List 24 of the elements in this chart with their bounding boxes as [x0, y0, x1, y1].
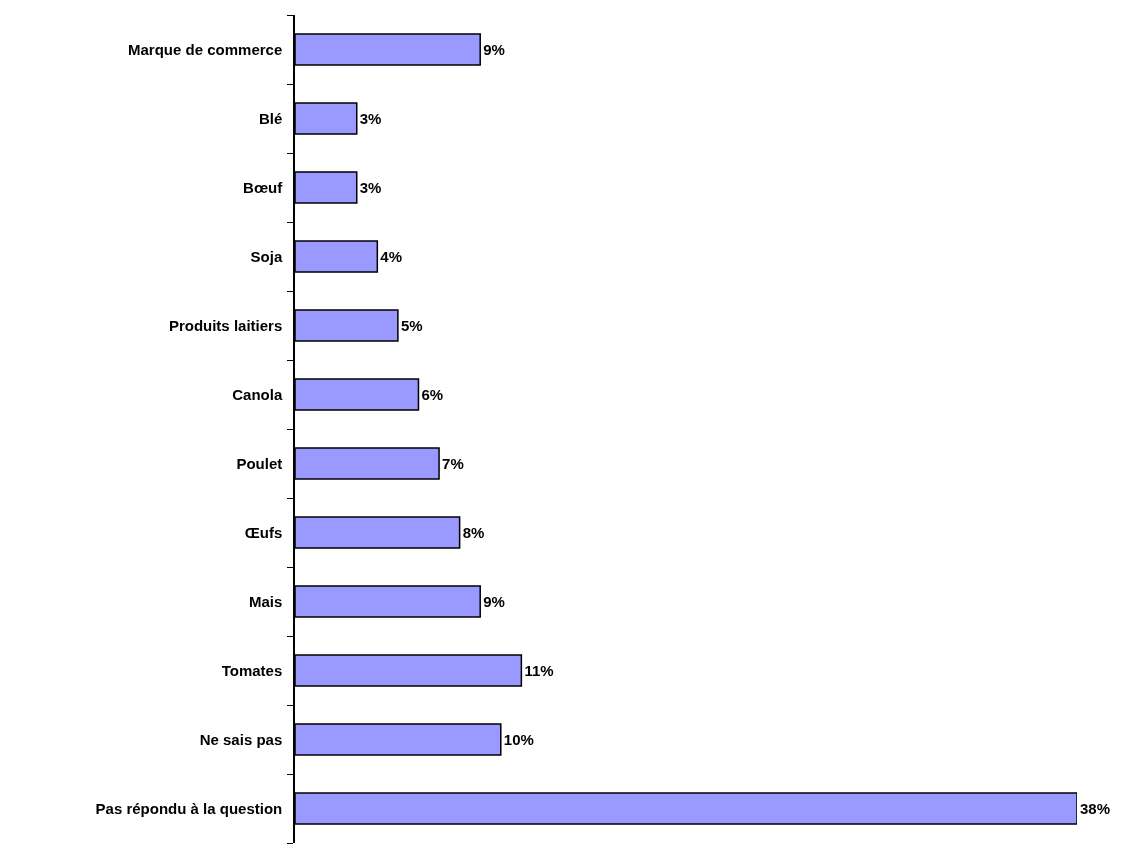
y-tick-label: Blé	[258, 109, 283, 127]
y-tick-label: Produits laitiers	[168, 316, 283, 334]
y-tick-label: Soja	[250, 247, 283, 265]
y-tick-label: Ne sais pas	[199, 730, 283, 748]
y-tick-label: Marque de commerce	[128, 40, 283, 58]
data-label: 11%	[524, 662, 554, 680]
y-tick-label: Tomates	[221, 661, 283, 679]
data-label: 3%	[359, 179, 382, 197]
data-label: 5%	[400, 316, 423, 334]
y-tick-label: Œufs	[244, 523, 283, 541]
data-label: 38%	[1080, 800, 1111, 818]
y-tick-label: Poulet	[236, 454, 283, 472]
data-label: 6%	[421, 386, 444, 404]
data-label: 9%	[483, 593, 505, 611]
y-tick-label: Canola	[232, 385, 283, 403]
y-tick-label: Bœuf	[243, 178, 284, 196]
data-label: 7%	[442, 455, 464, 473]
data-label: 10%	[503, 731, 534, 749]
data-label: 8%	[462, 524, 485, 542]
data-label: 3%	[359, 110, 382, 127]
y-tick-label: Pas répondu à la question	[95, 799, 283, 817]
data-label: 4%	[380, 248, 403, 265]
y-tick-label: Mais	[248, 592, 283, 610]
data-label: 9%	[483, 41, 505, 59]
